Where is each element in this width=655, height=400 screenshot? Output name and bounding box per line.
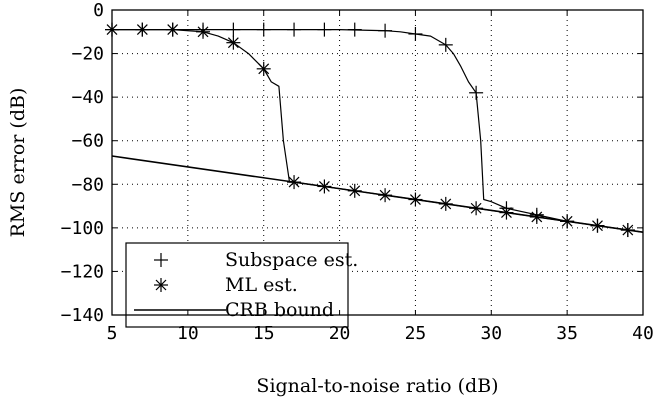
data-point-ml bbox=[529, 209, 544, 224]
x-tick-label: 10 bbox=[177, 323, 199, 344]
star-d2 bbox=[318, 181, 330, 192]
star-d2 bbox=[197, 26, 209, 38]
data-point-ml bbox=[256, 61, 271, 76]
data-point-subspace bbox=[438, 37, 453, 52]
legend-label: CRB bound bbox=[225, 299, 334, 321]
star-d2 bbox=[379, 189, 391, 201]
star-d2 bbox=[288, 176, 300, 188]
legend-marker-subspace bbox=[154, 253, 168, 267]
x-tick-label: 30 bbox=[480, 323, 502, 344]
data-point-ml bbox=[590, 218, 605, 233]
data-point-ml bbox=[347, 183, 362, 198]
star-d2 bbox=[531, 211, 543, 223]
data-point-ml bbox=[469, 201, 484, 216]
x-tick-label: 40 bbox=[632, 323, 654, 344]
star-d2 bbox=[501, 207, 512, 219]
star-d2 bbox=[470, 202, 482, 214]
star-d2 bbox=[258, 63, 270, 75]
x-tick-label: 15 bbox=[253, 323, 275, 344]
y-axis-label: RMS error (dB) bbox=[7, 88, 29, 238]
data-point-subspace bbox=[378, 23, 393, 38]
x-tick-label: 35 bbox=[556, 323, 578, 344]
y-tick-label: −120 bbox=[61, 261, 104, 282]
data-point-ml bbox=[135, 22, 150, 37]
star-d2 bbox=[349, 185, 361, 197]
data-point-ml bbox=[408, 192, 423, 207]
star-d2 bbox=[136, 24, 148, 36]
x-tick-label: 25 bbox=[405, 323, 427, 344]
star-d2 bbox=[227, 37, 239, 49]
data-point-subspace bbox=[256, 22, 271, 37]
data-point-subspace bbox=[287, 22, 302, 37]
data-point-ml bbox=[378, 188, 393, 203]
y-tick-label: −140 bbox=[61, 305, 104, 326]
x-axis-label: Signal-to-noise ratio (dB) bbox=[256, 375, 498, 397]
star-d2 bbox=[592, 220, 603, 232]
data-point-subspace bbox=[317, 22, 332, 37]
ticks: 5 10 15 20 25 30 35 40 0 −20 −40 −60 −80 −100 −120 −140 bbox=[61, 0, 654, 344]
data-point-subspace bbox=[226, 22, 241, 37]
data-point-subspace bbox=[347, 22, 362, 37]
legend-marker-ml bbox=[154, 278, 168, 292]
star-d2 bbox=[155, 279, 167, 291]
legend-label: Subspace est. bbox=[225, 249, 358, 271]
data-point-ml bbox=[196, 24, 211, 39]
y-tick-label: −80 bbox=[71, 174, 104, 195]
star-d2 bbox=[622, 224, 634, 236]
y-tick-label: −20 bbox=[71, 44, 104, 65]
plot-frame bbox=[111, 9, 644, 316]
data-point-ml bbox=[499, 205, 514, 220]
star-d2 bbox=[167, 24, 179, 36]
y-tick-label: −60 bbox=[71, 131, 104, 152]
grid bbox=[112, 10, 643, 315]
x-tick-label: 20 bbox=[329, 323, 351, 344]
series-line bbox=[112, 29, 644, 233]
data-point-ml bbox=[165, 22, 180, 37]
star-d2 bbox=[440, 198, 452, 210]
data-point-subspace bbox=[408, 26, 423, 41]
series-layer bbox=[111, 29, 644, 233]
series-line bbox=[111, 155, 644, 233]
data-point-ml bbox=[317, 179, 332, 194]
data-point-ml bbox=[620, 223, 635, 238]
data-point-ml bbox=[560, 214, 575, 229]
y-tick-label: −40 bbox=[71, 87, 104, 108]
legend-label: ML est. bbox=[225, 274, 298, 296]
marker-layer bbox=[105, 22, 635, 238]
series-line bbox=[112, 29, 644, 233]
data-point-ml bbox=[438, 196, 453, 211]
y-tick-label: −100 bbox=[61, 218, 104, 239]
y-tick-label: 0 bbox=[93, 0, 104, 21]
data-point-ml bbox=[226, 35, 241, 50]
star-d2 bbox=[561, 215, 573, 227]
star-d2 bbox=[410, 194, 421, 205]
data-point-ml bbox=[287, 175, 302, 190]
x-tick-label: 5 bbox=[107, 323, 118, 344]
data-point-subspace bbox=[469, 85, 484, 100]
